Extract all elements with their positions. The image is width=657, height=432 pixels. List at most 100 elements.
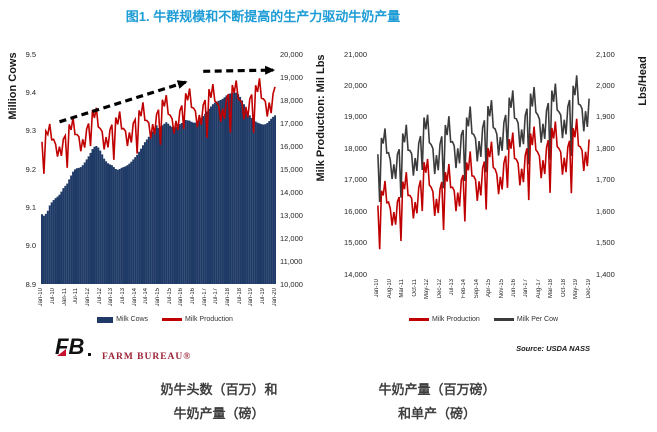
milk-cows-bar [227,94,230,284]
milk-cows-bar [81,165,84,284]
milk-cows-bar [241,100,244,284]
axis-tick-label: Jul-13 [120,288,127,305]
milk-cows-bar [122,167,125,284]
axis-tick-label: Jan-17 [201,288,208,307]
milk-cows-bar [248,115,251,284]
axis-tick-label: Dec-12 [436,279,443,299]
milk-cows-bar [75,168,78,284]
milk-cows-bar [219,100,222,284]
milk-cows-bar [237,94,240,284]
axis-tick-label: Oct-18 [560,279,567,298]
milk-cows-bar [202,116,205,284]
milk-cows-bar [180,123,183,284]
axis-tick-label: 19,000 [280,72,303,82]
milk-cows-bar [128,163,131,284]
legend-label: Milk Production [431,316,480,323]
milk-cows-bar [126,165,129,284]
axis-tick-label: 9.3 [25,126,36,136]
axis-tick-label: Jan-10 [374,279,381,298]
legend-item: Milk Production [408,316,480,323]
axis-tick-label: Jul-14 [143,288,150,305]
left-caption-line1: 奶牛头数（百万）和 [160,382,278,397]
milk-cows-bar [176,125,179,285]
milk-cows-bar [215,101,218,284]
milk-cows-bar [211,104,214,284]
axis-tick-label: 1,900 [596,112,615,122]
axis-tick-label: Mar-11 [399,279,406,298]
milk-cows-bar [143,142,146,284]
farm-bureau-logo: FB FARM BUREAU® [55,334,192,364]
milk-cows-bar [244,108,247,285]
milk-cows-bar [147,136,150,284]
axis-tick-label: 11,000 [280,256,303,266]
axis-tick-label: 2,100 [596,49,615,59]
axis-tick-label: 16,000 [344,206,367,216]
axis-tick-label: Jun-16 [511,279,518,298]
axis-tick-label: Oct-11 [411,279,418,297]
milk-cows-bar [153,128,156,284]
farm-bureau-wordmark: FARM BUREAU® [102,352,192,362]
milk-cows-bar [229,93,232,284]
axis-tick-label: Mar-18 [548,279,555,299]
axis-tick-label: Jul-18 [236,288,243,305]
milk-cows-bar [120,167,123,284]
milk-cows-bar [41,214,43,284]
axis-tick-label: Aug-10 [386,279,393,299]
milk-cows-bar [178,124,181,285]
left-chart-caption: 奶牛头数（百万）和 牛奶产量（磅） [99,378,339,426]
milk-cows-bar [83,162,86,284]
milk-cows-bar [209,106,212,284]
milk-cows-bar [105,161,108,284]
axis-tick-label: 17,000 [344,175,367,185]
axis-tick-label: Jul-11 [73,288,80,304]
milk-cows-bar [266,123,269,284]
milk-cows-bar [192,122,195,285]
milk-cows-bar [64,185,67,284]
axis-tick-label: Aug-17 [535,279,542,299]
axis-tick-label: 2,000 [596,80,615,90]
milk-cows-bar [213,102,216,285]
axis-tick-label: Dec-19 [585,279,592,299]
milk-cows-bar [242,104,245,284]
milk-cows-bar [70,175,73,284]
axis-tick-label: Jan-17 [523,279,530,298]
right-chart-caption: 牛奶产量（百万磅） 和单产（磅） [337,378,537,426]
milk-cows-bar [258,123,261,284]
axis-tick-label: 10,000 [280,279,303,289]
milk-cows-bar [58,194,61,284]
axis-tick-label: 1,600 [596,206,615,216]
axis-tick-label: Jan-10 [38,288,45,307]
axis-tick-label: Jul-15 [166,288,173,305]
axis-tick-label: Jan-12 [85,288,92,307]
axis-tick-label: Jan-14 [131,288,138,307]
axis-tick-label: 9.1 [25,202,36,212]
milk-cows-bar [60,191,63,284]
milk-cows-bar [93,146,96,284]
right-caption-line2: 和单产（磅） [397,406,476,421]
milk-cows-bar [171,126,174,284]
axis-tick-label: 14,000 [344,269,367,279]
axis-tick-label: Nov-15 [498,279,505,299]
milk-cows-bar [186,120,189,284]
milk-cows-bar [52,200,55,284]
milk-cows-bar [46,210,49,284]
milk-cows-bar [198,120,201,284]
milk-cows-bar [97,147,100,284]
axis-tick-label: 16,000 [280,141,303,151]
milk-cows-bar [68,179,71,284]
axis-tick-label: Feb-14 [461,279,468,299]
left-chart-legend: Milk Cows Milk Production [45,316,285,323]
milk-cows-bar [85,159,88,284]
milk-cows-bar [221,98,224,284]
axis-tick-label: 1,800 [596,143,615,153]
milk-cows-bar [149,134,152,284]
milk-cows-bar [260,124,263,285]
axis-tick-label: Jan-11 [61,288,68,306]
milk-cows-bar [270,118,273,284]
legend-label: Milk Production [185,316,233,323]
milk-production-axis-title: Milk Production: Mil Lbs [315,54,327,182]
milk-per-cow-line [377,75,590,203]
legend-item: Milk Per Cow [493,316,558,323]
source-note: Source: USDA NASS [516,344,590,353]
